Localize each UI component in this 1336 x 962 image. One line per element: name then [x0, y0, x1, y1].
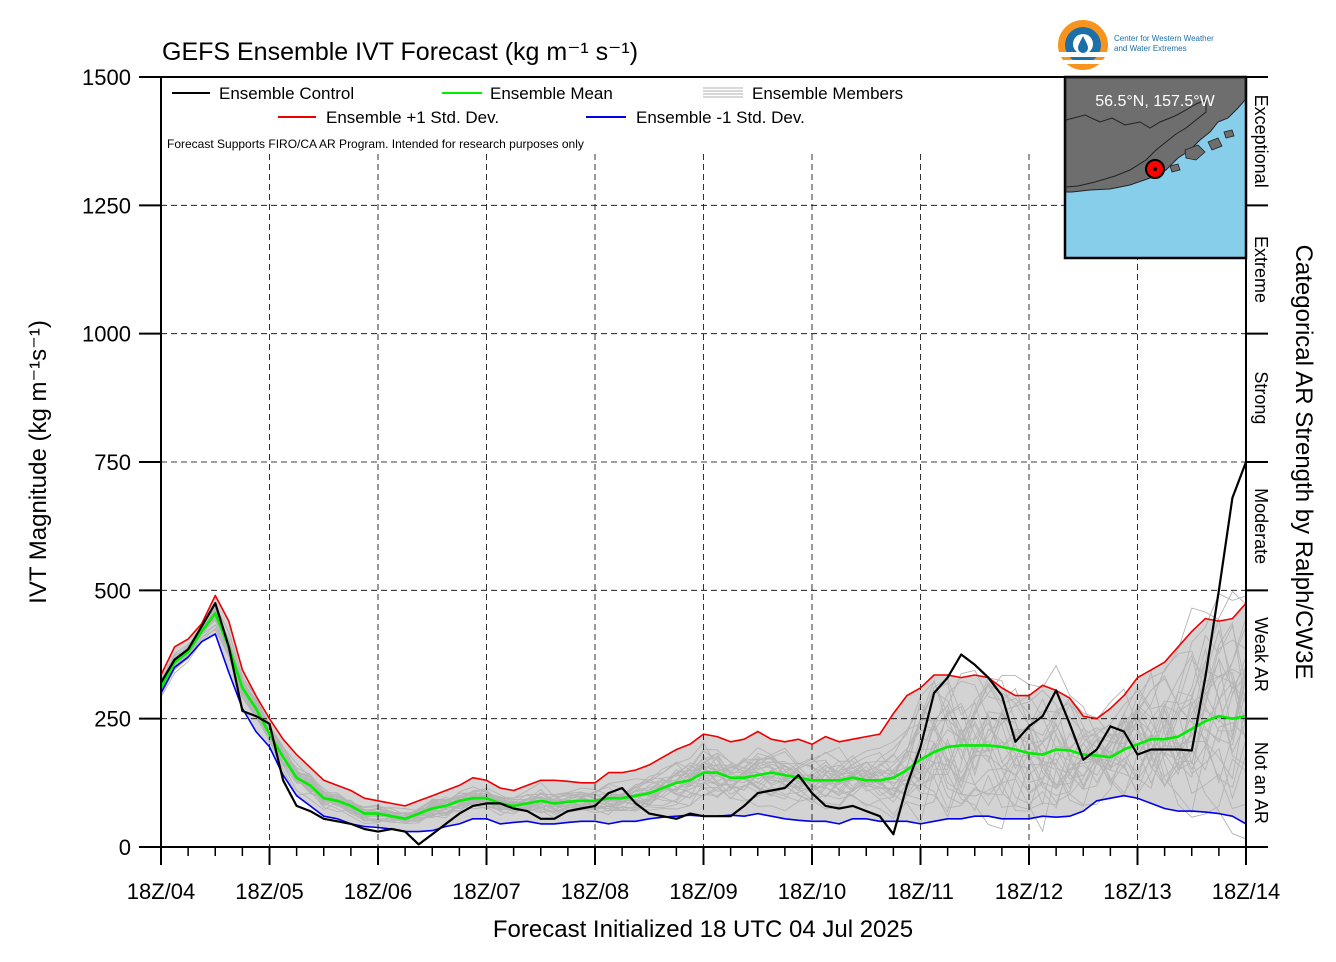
- series-line-ensemble-control: [161, 461, 1246, 846]
- inset-location-label: 56.5°N, 157.5°W: [1095, 93, 1215, 110]
- legend-label-members: Ensemble Members: [752, 84, 903, 103]
- legend-swatch-members: [703, 87, 743, 98]
- y-tick-label: 750: [94, 450, 131, 475]
- logo-text-line2: and Water Extremes: [1114, 44, 1187, 53]
- x-tick-label: 18Z/07: [452, 879, 521, 904]
- y-tick-label: 250: [94, 707, 131, 732]
- x-tick-label: 18Z/13: [1103, 879, 1172, 904]
- y-tick-label: 1000: [82, 322, 131, 347]
- category-label: Not an AR: [1251, 742, 1271, 824]
- x-tick-label: 18Z/06: [344, 879, 413, 904]
- x-tick-label: 18Z/10: [778, 879, 847, 904]
- x-tick-label: 18Z/09: [669, 879, 738, 904]
- x-tick-label: 18Z/12: [995, 879, 1064, 904]
- x-tick-label: 18Z/04: [127, 879, 196, 904]
- x-axis-label: Forecast Initialized 18 UTC 04 Jul 2025: [493, 916, 913, 943]
- location-marker-icon: [1145, 159, 1165, 179]
- y-tick-label: 0: [119, 835, 131, 860]
- x-tick-label: 18Z/11: [887, 879, 954, 904]
- ensemble-member-line: [161, 609, 1246, 824]
- disclaimer-text: Forecast Supports FIRO/CA AR Program. In…: [167, 137, 584, 151]
- y-tick-label: 1250: [82, 193, 131, 218]
- x-tick-label: 18Z/05: [235, 879, 304, 904]
- inset-map: 56.5°N, 157.5°W: [1063, 75, 1248, 260]
- chart-title: GEFS Ensemble IVT Forecast (kg m⁻¹ s⁻¹): [162, 38, 638, 66]
- category-label: Moderate: [1251, 488, 1271, 564]
- legend-label-control: Ensemble Control: [219, 84, 354, 103]
- legend: Ensemble Control Ensemble Mean Ensemble …: [164, 80, 946, 152]
- x-tick-label: 18Z/08: [561, 879, 630, 904]
- y-tick-label: 500: [94, 578, 131, 603]
- y-tick-label: 1500: [82, 65, 131, 90]
- cw3e-logo: Center for Western Weather and Water Ext…: [1058, 20, 1214, 70]
- ensemble-member-line: [161, 611, 1246, 825]
- category-label: Exceptional: [1251, 95, 1271, 188]
- std-dev-spread-band: [161, 595, 1246, 832]
- category-label: Extreme: [1251, 236, 1271, 303]
- legend-label-mean: Ensemble Mean: [490, 84, 613, 103]
- category-label: Weak AR: [1251, 617, 1271, 692]
- legend-label-plus-sd: Ensemble +1 Std. Dev.: [326, 108, 499, 127]
- land-shape: [1065, 77, 1246, 193]
- logo-text-line1: Center for Western Weather: [1114, 34, 1214, 43]
- series-line-ensemble-mean: [161, 612, 1246, 821]
- y-axis-label: IVT Magnitude (kg m⁻¹s⁻¹): [25, 320, 52, 604]
- category-label: Strong: [1251, 371, 1271, 424]
- x-tick-label: 18Z/14: [1212, 879, 1281, 904]
- series-line-ensemble-1-std-dev: [161, 594, 1246, 807]
- legend-label-minus-sd: Ensemble -1 Std. Dev.: [636, 108, 805, 127]
- island-shapes: [1169, 129, 1235, 173]
- right-axis-label: Categorical AR Strength by Ralph/CW3E: [1290, 245, 1317, 680]
